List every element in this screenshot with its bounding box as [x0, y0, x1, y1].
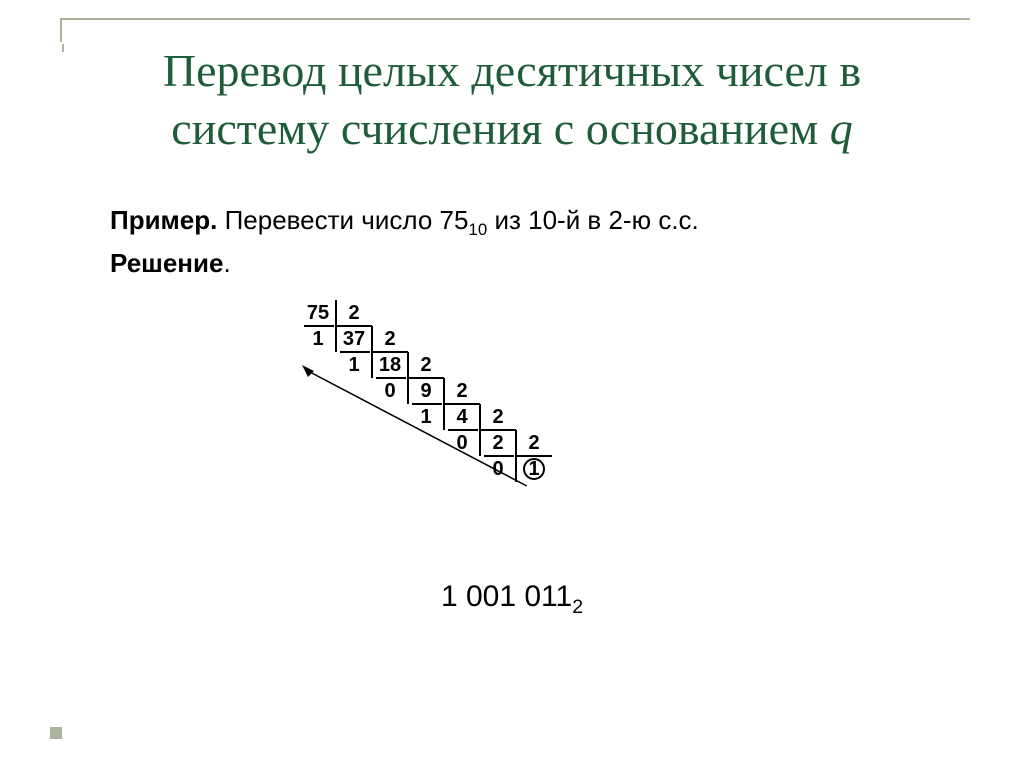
final-quotient-circle: 1: [523, 458, 545, 480]
footer-square-icon: [50, 727, 62, 739]
result-value: 1 001 011: [441, 580, 572, 613]
dividend-1: 37: [336, 326, 372, 352]
example-b: из 10-й в 2-ю с.с.: [487, 205, 699, 235]
result-base: 2: [572, 596, 583, 618]
solution-label: Решение: [110, 248, 223, 278]
solution-dot: .: [223, 248, 230, 278]
example-label: Пример.: [110, 205, 217, 235]
dividend-0: 75: [300, 300, 336, 326]
divisor-2: 2: [408, 352, 444, 378]
title-q: q: [830, 103, 853, 154]
example-sub: 10: [468, 220, 487, 239]
divisor-4: 2: [480, 404, 516, 430]
dividend-2: 18: [372, 352, 408, 378]
example-a: Перевести число 75: [217, 205, 468, 235]
corner-frame: [60, 18, 970, 42]
dividend-4: 4: [444, 404, 480, 430]
divisor-1: 2: [372, 326, 408, 352]
remainder-0: 1: [300, 326, 336, 352]
title-line2a: систему счисления с основанием: [171, 103, 829, 154]
example-line: Пример. Перевести число 7510 из 10-й в 2…: [110, 200, 964, 243]
divisor-5: 2: [516, 430, 552, 456]
remainder-5: 0: [480, 456, 516, 482]
title-line1: Перевод целых десятичных чисел в: [163, 45, 861, 96]
divisor-3: 2: [444, 378, 480, 404]
body-text: Пример. Перевести число 7510 из 10-й в 2…: [110, 200, 964, 285]
division-ladder: 7521372118209214202201: [300, 300, 608, 528]
slide: Перевод целых десятичных чисел в систему…: [0, 0, 1024, 767]
remainder-2: 0: [372, 378, 408, 404]
remainder-4: 0: [444, 430, 480, 456]
dividend-3: 9: [408, 378, 444, 404]
remainder-3: 1: [408, 404, 444, 430]
page-title: Перевод целых десятичных чисел в систему…: [0, 42, 1024, 157]
solution-line: Решение.: [110, 243, 964, 285]
remainder-1: 1: [336, 352, 372, 378]
divisor-0: 2: [336, 300, 372, 326]
result: 1 001 0112: [0, 580, 1024, 619]
final-quotient: 1: [516, 456, 552, 482]
dividend-5: 2: [480, 430, 516, 456]
